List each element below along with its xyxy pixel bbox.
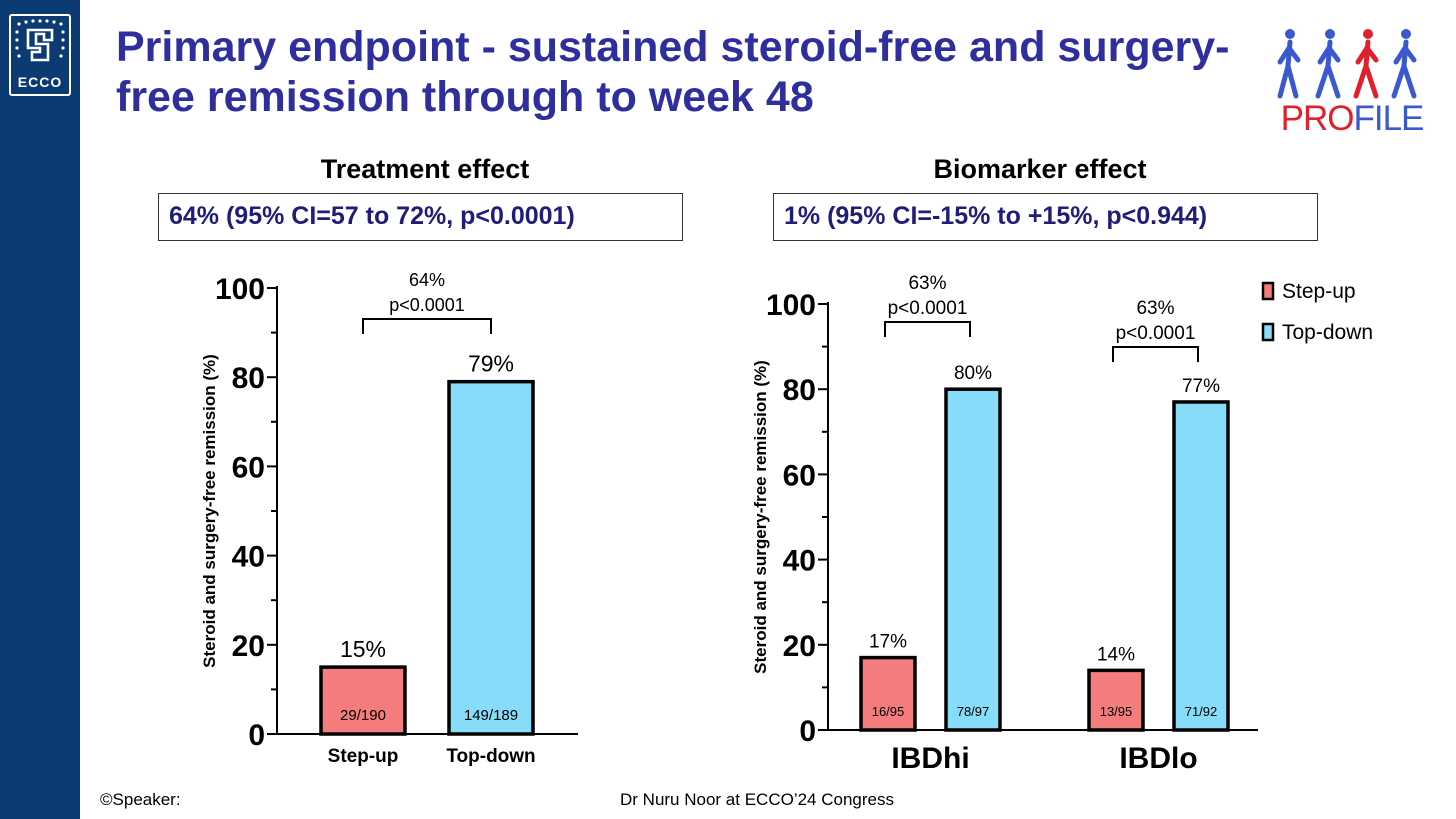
biomarker-bar-count-label: 16/95 (872, 704, 905, 719)
treatment-bar-value-label: 79% (468, 351, 514, 377)
biomarker-bar (859, 655, 917, 732)
profile-logo: PROFILE (1268, 26, 1436, 138)
treatment-comparison-bracket (362, 318, 492, 334)
biomarker-comparison-bracket (1112, 346, 1199, 362)
biomarker-comparison-p-label: p<0.0001 (1116, 323, 1196, 344)
ecco-emblem-icon (15, 19, 65, 62)
treatment-comparison-effect-label: 64% (409, 270, 445, 290)
biomarker-effect-box: 1% (95% CI=-15% to +15%, p<0.944) (773, 193, 1318, 241)
biomarker-y-axis-label: Steroid and surgery-free remission (%) (751, 360, 770, 674)
legend-label: Step-up (1282, 280, 1356, 303)
ecco-logo-text: ECCO (17, 74, 63, 90)
ecco-sidebar: ECCO (0, 0, 80, 819)
biomarker-y-tick-label: 0 (799, 715, 816, 748)
biomarker-bar-count-label: 13/95 (1100, 704, 1133, 719)
biomarker-bar-value-label: 77% (1182, 376, 1220, 397)
ecco-logo: ECCO (9, 14, 71, 96)
biomarker-comparison-p-label: p<0.0001 (888, 298, 968, 319)
treatment-effect-box: 64% (95% CI=57 to 72%, p<0.0001) (158, 193, 683, 241)
biomarker-x-tick-label: IBDlo (1119, 742, 1197, 775)
treatment-y-tick-label: 0 (248, 719, 265, 752)
biomarker-bar (1087, 668, 1145, 732)
biomarker-y-tick-label: 60 (783, 459, 816, 492)
biomarker-comparison-effect-label: 63% (908, 273, 946, 294)
legend-swatch (1261, 322, 1275, 342)
profile-wordmark: PROFILE (1280, 99, 1425, 138)
legend-swatch (1261, 281, 1275, 301)
biomarker-bar-value-label: 14% (1097, 644, 1135, 665)
treatment-y-axis-label: Steroid and surgery-free remission (%) (200, 354, 219, 668)
biomarker-bar-value-label: 17% (869, 632, 907, 653)
biomarker-bar (1172, 400, 1230, 732)
treatment-comparison-p-label: p<0.0001 (389, 295, 465, 315)
treatment-bar-count-label: 29/190 (340, 707, 386, 724)
legend-label: Top-down (1282, 321, 1373, 344)
biomarker-comparison-effect-label: 63% (1136, 298, 1174, 319)
treatment-effect-title: Treatment effect (320, 154, 530, 184)
biomarker-y-tick-label: 40 (783, 545, 816, 578)
walking-figures-icon (1277, 29, 1417, 99)
treatment-bar (319, 665, 407, 736)
treatment-bar-value-label: 15% (340, 636, 386, 662)
biomarker-bar-value-label: 80% (954, 363, 992, 384)
treatment-bar (447, 379, 535, 736)
treatment-y-tick-label: 40 (232, 541, 265, 574)
biomarker-bar-count-label: 71/92 (1185, 704, 1218, 719)
biomarker-effect-title: Biomarker effect (933, 154, 1147, 184)
treatment-y-tick-label: 100 (215, 273, 265, 306)
biomarker-y-tick-label: 80 (783, 374, 816, 407)
treatment-y-tick-label: 20 (232, 630, 265, 663)
slide-title: Primary endpoint - sustained steroid-fre… (116, 23, 1230, 121)
biomarker-bar-count-label: 78/97 (957, 704, 990, 719)
treatment-x-tick-label: Step-up (328, 746, 399, 767)
biomarker-comparison-bracket (884, 321, 971, 337)
biomarker-y-tick-label: 20 (783, 630, 816, 663)
biomarker-y-tick-label: 100 (766, 289, 816, 322)
treatment-y-tick-label: 80 (232, 362, 265, 395)
treatment-y-tick-label: 60 (232, 451, 265, 484)
treatment-x-tick-label: Top-down (446, 746, 535, 767)
biomarker-bar (944, 387, 1002, 732)
footer-credit: Dr Nuru Noor at ECCO’24 Congress (620, 790, 894, 809)
treatment-bar-count-label: 149/189 (464, 707, 518, 724)
footer-speaker: ©Speaker: (100, 790, 181, 809)
biomarker-x-tick-label: IBDhi (891, 742, 969, 775)
